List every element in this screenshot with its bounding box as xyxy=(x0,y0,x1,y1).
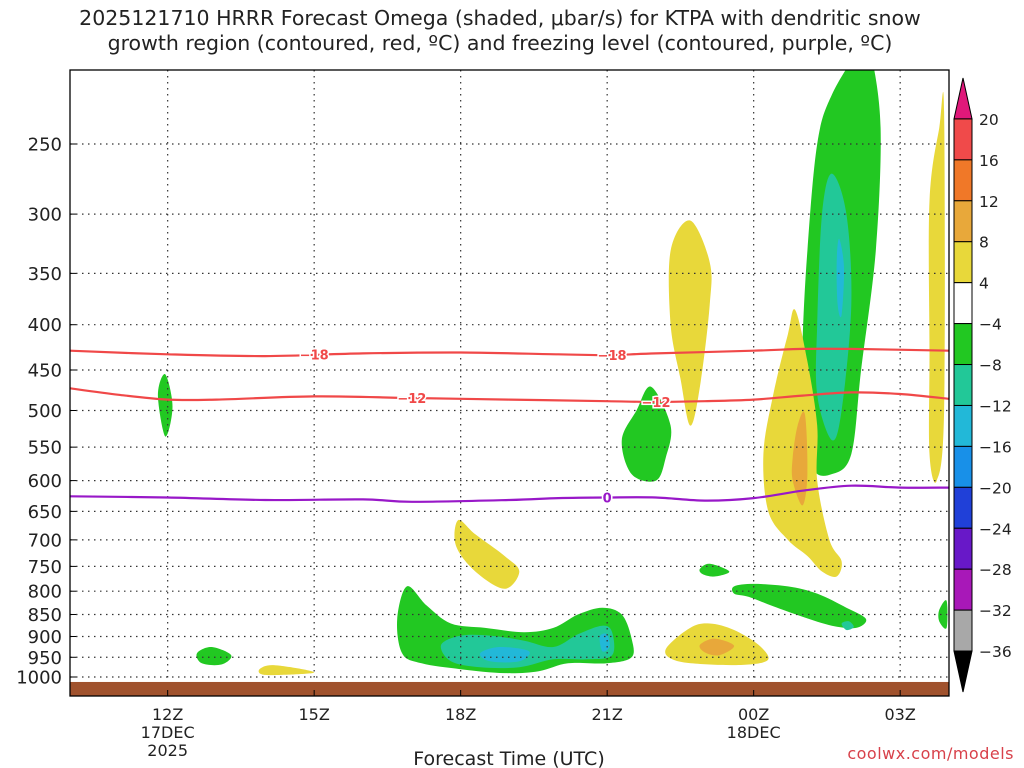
x-axis-label: Forecast Time (UTC) xyxy=(413,748,604,768)
colorbar-bin-9 xyxy=(953,445,973,488)
title-line-2: growth region (contoured, red, ºC) and f… xyxy=(107,31,893,55)
omega-region-14 xyxy=(196,646,232,666)
title-line-1: 2025121710 HRRR Forecast Omega (shaded, … xyxy=(79,6,921,30)
y-tick-label: 250 xyxy=(28,135,62,156)
colorbar-label: −12 xyxy=(979,397,1012,415)
y-tick-label: 850 xyxy=(28,605,62,626)
y-tick-label: 550 xyxy=(28,438,62,459)
colorbar-label: −28 xyxy=(979,561,1012,579)
colorbar-bin-2 xyxy=(953,159,973,202)
y-tick-label: 350 xyxy=(28,264,62,285)
y-tick-label: 450 xyxy=(28,360,62,381)
colorbar-label: 4 xyxy=(979,275,989,293)
dendritic-bottom-label: −12 xyxy=(642,396,671,411)
x-tick-label: 03Z xyxy=(885,705,916,724)
omega-region-2 xyxy=(836,238,845,318)
y-tick-label: 700 xyxy=(28,530,62,551)
chart-title: 2025121710 HRRR Forecast Omega (shaded, … xyxy=(0,6,1000,56)
plot-area: −18 −18 −12 −12 0 xyxy=(70,70,949,696)
y-tick-label: 800 xyxy=(28,582,62,603)
omega-region-20 xyxy=(841,621,854,631)
y-tick-label: 400 xyxy=(28,315,62,336)
colorbar: 20 16 12 8 4 −4 −8 −12 −16 −20 −24 −28 −32 −36 xyxy=(953,77,1012,693)
colorbar-bin-1 xyxy=(953,118,973,161)
dendritic-bottom-contour xyxy=(70,387,949,404)
colorbar-label: −24 xyxy=(979,520,1012,538)
y-tick-label: 500 xyxy=(28,401,62,422)
omega-region-21 xyxy=(938,600,948,629)
dendritic-bottom-label: −12 xyxy=(397,392,426,407)
colorbar-label: 12 xyxy=(979,193,999,211)
colorbar-bin-8 xyxy=(953,404,973,447)
colorbar-label: 8 xyxy=(979,234,989,252)
dendritic-top-contour xyxy=(70,347,949,358)
y-tick-label: 750 xyxy=(28,557,62,578)
freezing-level-contour xyxy=(70,484,949,503)
x-tick-label: 18Z xyxy=(445,705,476,724)
dendritic-top-label: −18 xyxy=(598,349,627,364)
y-tick-label: 650 xyxy=(28,502,62,523)
y-tick-label: 300 xyxy=(28,205,62,226)
omega-region-18 xyxy=(699,563,730,577)
colorbar-bin-12 xyxy=(953,568,973,611)
colorbar-bin-0 xyxy=(953,77,973,120)
y-tick-label: 900 xyxy=(28,627,62,648)
colorbar-bin-3 xyxy=(953,200,973,243)
colorbar-bin-10 xyxy=(953,486,973,529)
credit-text: coolwx.com/models xyxy=(847,744,1014,763)
colorbar-bin-5 xyxy=(953,282,973,325)
colorbar-bin-6 xyxy=(953,323,973,366)
colorbar-bin-4 xyxy=(953,241,973,284)
omega-region-19 xyxy=(731,583,867,629)
x-tick-year-label: 2025 xyxy=(147,741,188,760)
x-tick-date-label: 18DEC xyxy=(727,723,781,742)
colorbar-label: −8 xyxy=(979,357,1002,375)
omega-region-9 xyxy=(454,519,520,589)
colorbar-bin-7 xyxy=(953,364,973,406)
y-tick-label: 600 xyxy=(28,471,62,492)
colorbar-label: 20 xyxy=(979,111,999,129)
x-tick-label: 12Z xyxy=(152,705,183,724)
freezing-level-label: 0 xyxy=(603,492,612,507)
x-tick-label: 21Z xyxy=(592,705,623,724)
omega-region-4 xyxy=(928,91,945,483)
colorbar-label: −20 xyxy=(979,479,1012,497)
colorbar-label: −32 xyxy=(979,602,1012,620)
colorbar-bin-13 xyxy=(953,609,973,652)
x-tick-date-label: 17DEC xyxy=(141,723,195,742)
x-tick-label: 15Z xyxy=(299,705,330,724)
omega-region-12 xyxy=(479,646,530,663)
colorbar-label: 16 xyxy=(979,152,999,170)
axes: 2503003504004505005506006507007508008509… xyxy=(16,69,950,768)
plot-frame xyxy=(69,69,950,697)
omega-region-1 xyxy=(815,173,852,441)
dendritic-top-label: −18 xyxy=(300,349,329,364)
colorbar-label: −4 xyxy=(979,316,1002,334)
colorbar-bin-14 xyxy=(953,650,973,693)
omega-region-5 xyxy=(157,374,173,437)
colorbar-label: −36 xyxy=(979,643,1012,661)
ground-strip xyxy=(70,681,949,696)
colorbar-label: −16 xyxy=(979,438,1012,456)
colorbar-bin-11 xyxy=(953,527,973,570)
omega-region-8 xyxy=(791,411,808,506)
omega-region-3 xyxy=(668,220,712,426)
y-tick-label: 950 xyxy=(28,648,62,669)
x-tick-label: 00Z xyxy=(738,705,769,724)
omega-region-15 xyxy=(258,665,315,676)
omega-region-17 xyxy=(699,638,735,656)
y-tick-label: 1000 xyxy=(16,668,62,689)
